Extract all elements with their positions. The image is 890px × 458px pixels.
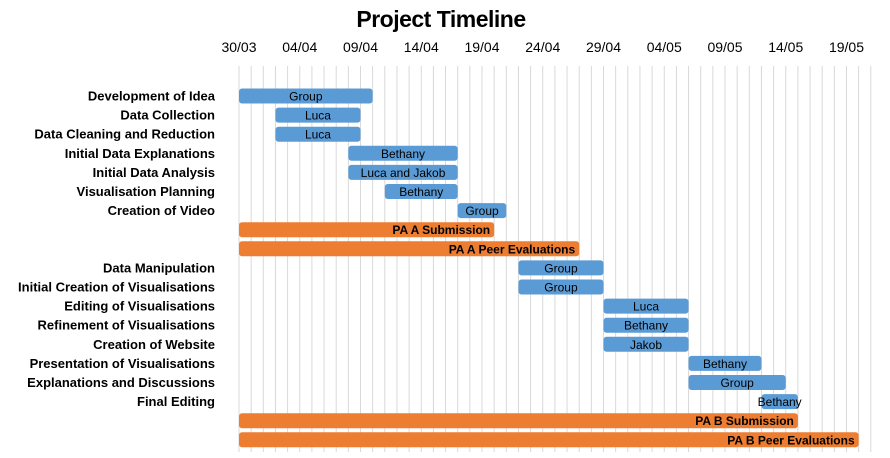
- x-tick-label: 29/04: [586, 39, 621, 55]
- bar-label: PA A Peer Evaluations: [449, 242, 576, 256]
- task-bar: [384, 184, 458, 199]
- bar-label: Group: [289, 90, 323, 104]
- task-bar: [688, 375, 786, 390]
- task-bar: [275, 107, 361, 123]
- x-tick-label: 04/04: [282, 39, 317, 55]
- task-label: Creation of Website: [93, 337, 215, 352]
- bar-label: Bethany: [758, 395, 802, 409]
- task-bar: [603, 298, 689, 314]
- task-bar: [518, 279, 604, 295]
- task-label: Initial Data Explanations: [65, 146, 215, 161]
- task-bar: [518, 260, 604, 276]
- bar-label: Bethany: [381, 147, 425, 161]
- bar-label: Group: [465, 204, 499, 218]
- bar-label: Group: [544, 281, 578, 295]
- task-label: Data Manipulation: [103, 260, 215, 275]
- deadline-bar: [239, 241, 580, 257]
- task-label: Data Collection: [120, 108, 215, 123]
- task-label: Explanations and Discussions: [27, 375, 215, 390]
- bar-label: Luca: [633, 300, 659, 314]
- chart-title: Project Timeline: [356, 6, 526, 32]
- task-bar: [275, 126, 361, 142]
- task-label: Initial Creation of Visualisations: [18, 280, 215, 295]
- task-bar: [457, 203, 507, 219]
- task-bar: [603, 317, 689, 333]
- deadline-bar: [239, 432, 859, 448]
- task-bar: [688, 355, 762, 371]
- task-label: Editing of Visualisations: [64, 299, 215, 314]
- bar-label: PA A Submission: [392, 223, 490, 237]
- task-bar: [348, 145, 458, 161]
- bar-label: Luca and Jakob: [361, 166, 446, 180]
- task-label: Presentation of Visualisations: [30, 356, 215, 371]
- bar-label: Luca: [305, 109, 331, 123]
- x-tick-label: 09/05: [707, 39, 742, 55]
- task-label: Visualisation Planning: [77, 184, 216, 199]
- x-tick-label: 24/04: [525, 39, 560, 55]
- bar-label: Group: [720, 376, 754, 390]
- x-tick-label: 14/04: [404, 39, 439, 55]
- task-label: Final Editing: [137, 394, 215, 409]
- bar-label: Bethany: [399, 185, 443, 199]
- task-bar: [348, 164, 458, 180]
- x-tick-label: 19/05: [829, 39, 864, 55]
- task-label: Creation of Video: [108, 203, 215, 218]
- x-tick-label: 04/05: [647, 39, 682, 55]
- bar-label: Jakob: [630, 338, 662, 352]
- task-label: Data Cleaning and Reduction: [34, 127, 215, 142]
- task-label: Refinement of Visualisations: [38, 318, 215, 333]
- x-tick-label: 14/05: [768, 39, 803, 55]
- deadline-bar: [239, 413, 798, 429]
- bar-label: PA B Peer Evaluations: [727, 433, 855, 447]
- bar-label: Group: [544, 261, 578, 275]
- task-bar: [603, 336, 689, 352]
- bar-label: Bethany: [624, 319, 668, 333]
- x-tick-label: 19/04: [464, 39, 499, 55]
- deadline-bar: [239, 222, 495, 238]
- task-label: Development of Idea: [88, 89, 216, 104]
- x-tick-label: 09/04: [343, 39, 378, 55]
- task-bar: [761, 394, 798, 410]
- x-tick-label: 30/03: [221, 39, 256, 55]
- bar-label: PA B Submission: [695, 414, 794, 428]
- bar-label: Bethany: [703, 357, 747, 371]
- task-bar: [239, 88, 373, 104]
- bar-label: Luca: [305, 128, 331, 142]
- task-label: Initial Data Analysis: [93, 165, 215, 180]
